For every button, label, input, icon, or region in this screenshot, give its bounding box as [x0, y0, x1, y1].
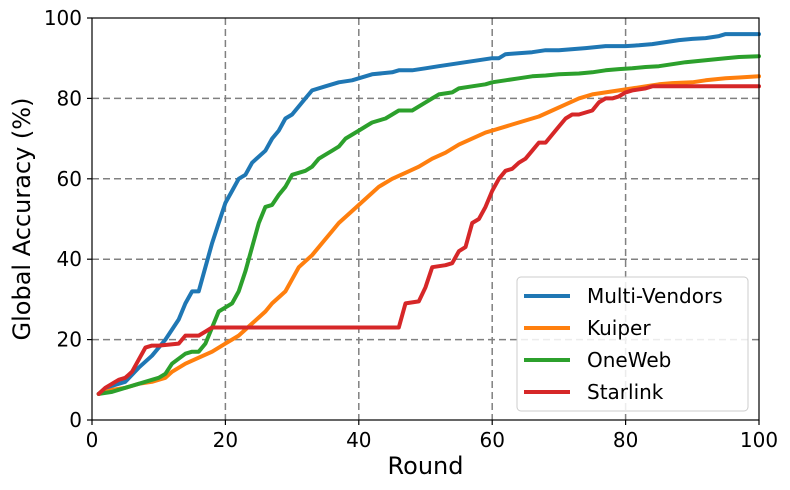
y-tick-label: 20: [57, 328, 82, 352]
x-tick-label: 0: [86, 428, 99, 452]
grid: [92, 18, 759, 420]
legend-box: [516, 276, 749, 412]
plot-frame: [91, 17, 760, 421]
legend-label-kuiper: Kuiper: [587, 316, 651, 340]
y-tick-label: 60: [57, 167, 82, 191]
legend-label-starlink: Starlink: [587, 380, 664, 404]
x-tick-label: 60: [479, 428, 504, 452]
x-tick-label: 40: [346, 428, 371, 452]
series-line-multi-vendors: [96, 32, 761, 396]
legend: Multi-Vendors Kuiper OneWeb Starlink: [516, 276, 749, 412]
y-tick-label: 0: [69, 408, 82, 432]
x-axis-title: Round: [388, 452, 464, 480]
series-line-kuiper: [96, 74, 761, 396]
legend-label-multi-vendors: Multi-Vendors: [587, 284, 723, 308]
y-axis-title: Global Accuracy (%): [8, 98, 36, 341]
series-line-oneweb: [96, 54, 761, 396]
series-line-starlink: [96, 84, 761, 396]
y-tick-label: 80: [57, 86, 82, 110]
x-tick-label: 80: [613, 428, 638, 452]
y-tick-label: 40: [57, 247, 82, 271]
series-lines: [96, 32, 761, 396]
axis-ticks: 0 20 40 60 80 100 0 20 40 60 80 100: [44, 6, 778, 452]
x-tick-label: 100: [740, 428, 778, 452]
y-tick-label: 100: [44, 6, 82, 30]
x-tick-label: 20: [213, 428, 238, 452]
legend-label-oneweb: OneWeb: [587, 348, 671, 372]
